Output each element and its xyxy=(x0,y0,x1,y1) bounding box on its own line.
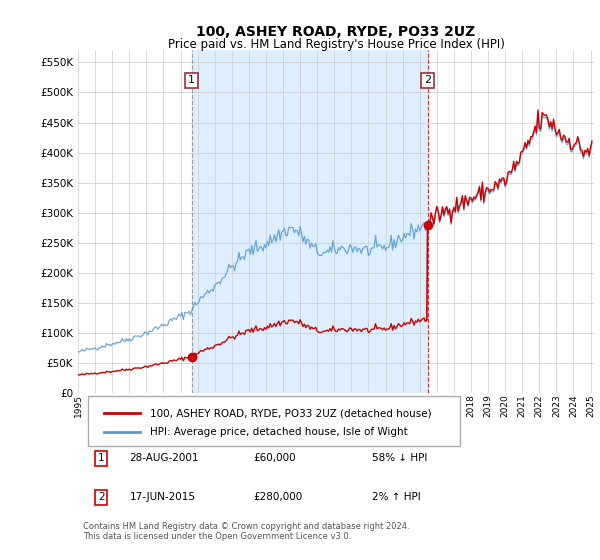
Text: 28-AUG-2001: 28-AUG-2001 xyxy=(130,454,199,464)
Text: 100, ASHEY ROAD, RYDE, PO33 2UZ: 100, ASHEY ROAD, RYDE, PO33 2UZ xyxy=(196,25,476,39)
Text: 1: 1 xyxy=(188,76,195,86)
Text: £60,000: £60,000 xyxy=(253,454,296,464)
Text: Contains HM Land Registry data © Crown copyright and database right 2024.
This d: Contains HM Land Registry data © Crown c… xyxy=(83,521,410,541)
FancyBboxPatch shape xyxy=(88,396,460,446)
Text: 2% ↑ HPI: 2% ↑ HPI xyxy=(372,492,421,502)
Text: 17-JUN-2015: 17-JUN-2015 xyxy=(130,492,196,502)
Text: Price paid vs. HM Land Registry's House Price Index (HPI): Price paid vs. HM Land Registry's House … xyxy=(167,38,505,50)
Text: 2: 2 xyxy=(98,492,104,502)
Text: 58% ↓ HPI: 58% ↓ HPI xyxy=(372,454,427,464)
Bar xyxy=(191,50,428,393)
Text: 2: 2 xyxy=(424,76,431,86)
Text: 100, ASHEY ROAD, RYDE, PO33 2UZ (detached house): 100, ASHEY ROAD, RYDE, PO33 2UZ (detache… xyxy=(150,408,432,418)
Text: £280,000: £280,000 xyxy=(253,492,302,502)
Text: 1: 1 xyxy=(98,454,104,464)
Text: HPI: Average price, detached house, Isle of Wight: HPI: Average price, detached house, Isle… xyxy=(150,427,408,437)
